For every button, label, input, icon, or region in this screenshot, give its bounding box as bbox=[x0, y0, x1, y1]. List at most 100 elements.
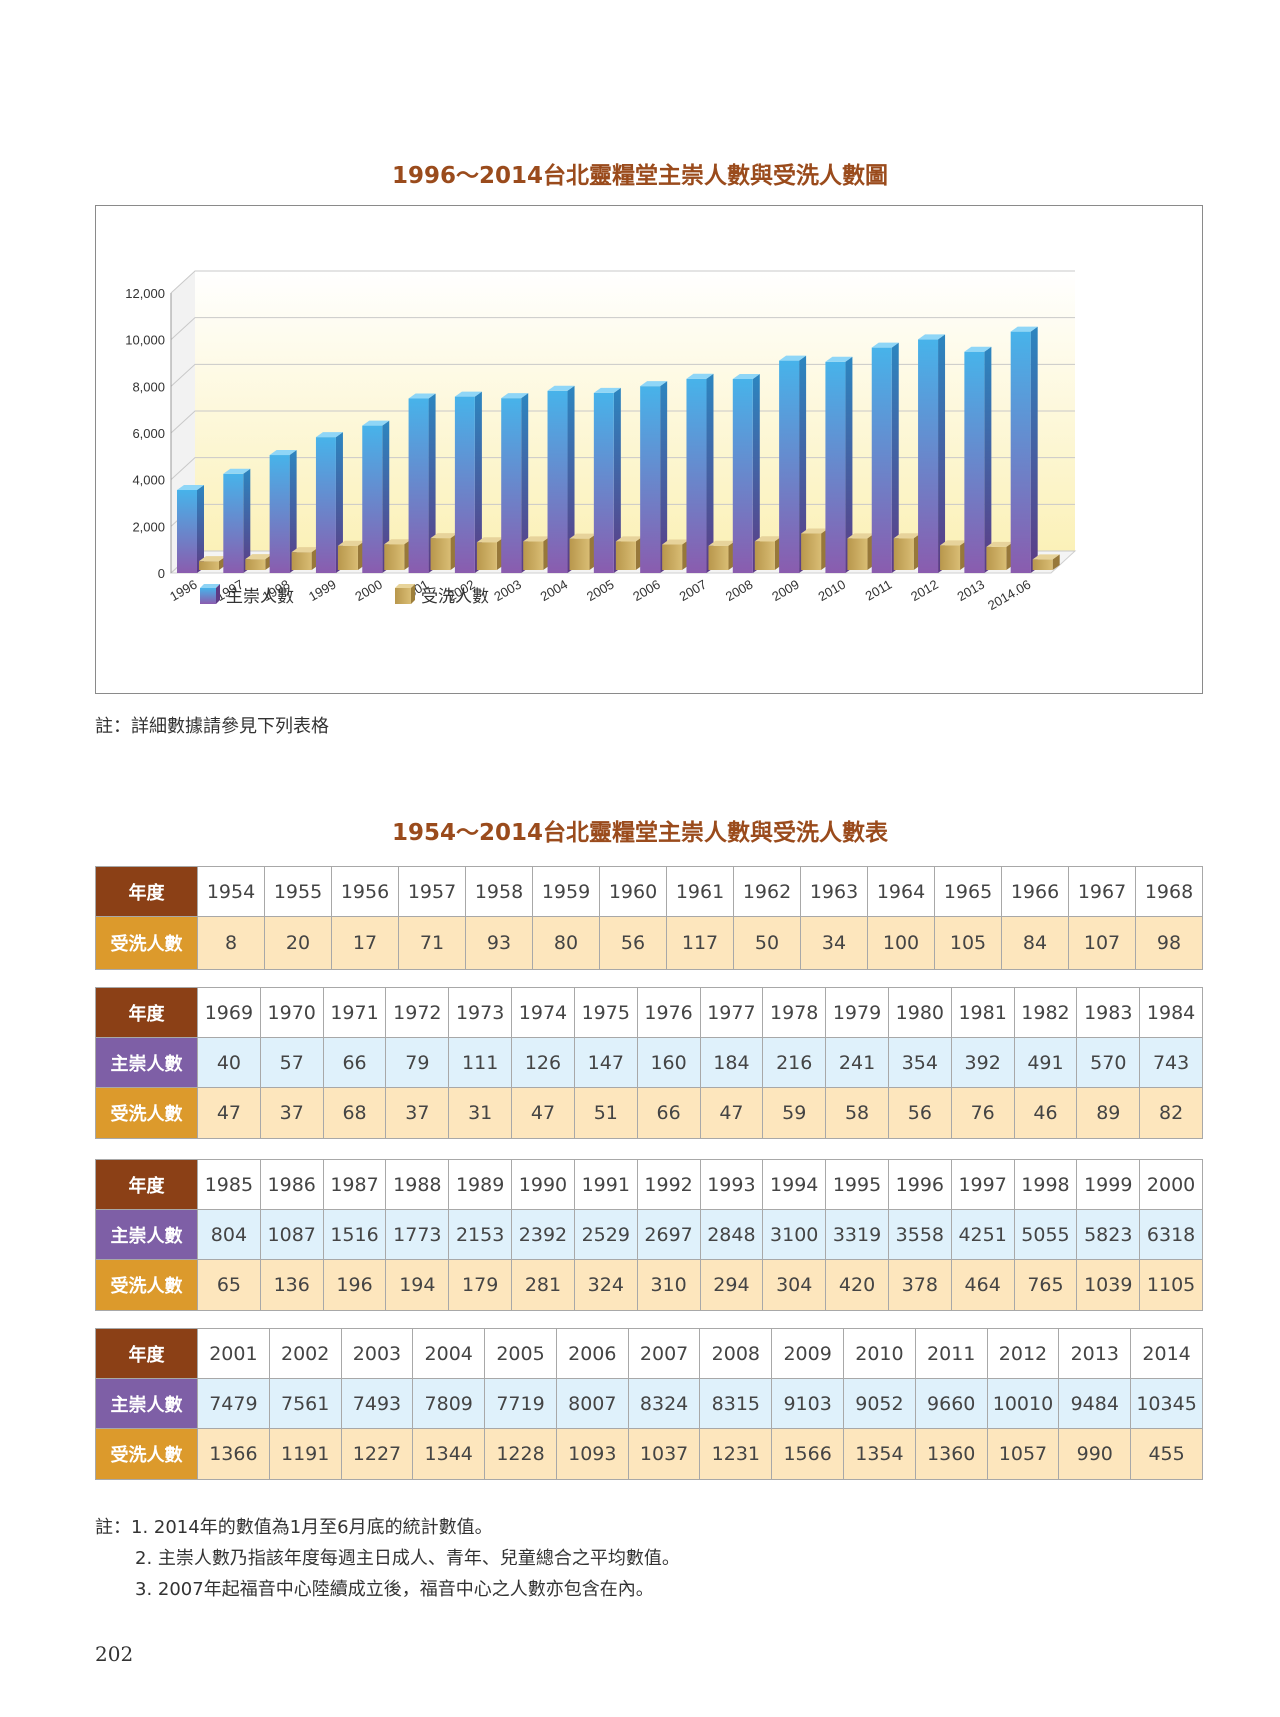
row-label-baptism: 受洗人數 bbox=[95, 916, 198, 970]
worship-cell: 126 bbox=[511, 1037, 575, 1088]
bar-worship-side bbox=[567, 385, 575, 573]
bar-worship bbox=[593, 392, 614, 573]
worship-cell: 2848 bbox=[699, 1209, 764, 1260]
data-table-2001-2014: 年度 2001 2002 2003 2004 2005 2006 2007 20… bbox=[95, 1328, 1203, 1480]
baptism-cell: 378 bbox=[887, 1259, 952, 1311]
year-cell: 1964 bbox=[867, 866, 935, 917]
year-cell: 2004 bbox=[412, 1328, 486, 1379]
bar-worship-side bbox=[197, 484, 204, 573]
worship-cell: 2153 bbox=[448, 1209, 513, 1260]
baptism-cell: 304 bbox=[762, 1259, 827, 1311]
bar-baptism bbox=[337, 545, 358, 570]
year-cell: 1958 bbox=[465, 866, 533, 917]
page-number: 202 bbox=[95, 1642, 134, 1666]
bar-worship bbox=[918, 339, 939, 573]
y-tick-label: 2,000 bbox=[132, 519, 165, 534]
chart-frame: 0 2,000 4,000 6,000 8,000 10,000 12,000 1996 199… bbox=[95, 205, 1203, 694]
baptism-cell: 65 bbox=[197, 1259, 261, 1311]
baptism-cell: 1360 bbox=[914, 1428, 988, 1480]
baptism-cell: 93 bbox=[465, 916, 533, 970]
worship-cell: 1773 bbox=[385, 1209, 450, 1260]
baptism-cell: 1105 bbox=[1139, 1259, 1203, 1311]
year-cell: 2002 bbox=[268, 1328, 342, 1379]
year-cell: 1982 bbox=[1013, 987, 1078, 1038]
year-cell: 1965 bbox=[934, 866, 1002, 917]
bar-worship bbox=[501, 398, 522, 573]
worship-cell: 9660 bbox=[914, 1378, 988, 1429]
baptism-cell: 84 bbox=[1001, 916, 1069, 970]
footnote-1: 註：1. 2014年的數值為1月至6月底的統計數值。 bbox=[95, 1512, 680, 1543]
legend-swatch-baptism-icon bbox=[395, 588, 411, 604]
table-row-baptism: 受洗人數 1366 1191 1227 1344 1228 1093 1037 … bbox=[95, 1428, 1203, 1480]
year-cell: 1961 bbox=[666, 866, 734, 917]
row-label-baptism: 受洗人數 bbox=[95, 1428, 198, 1480]
baptism-cell: 98 bbox=[1135, 916, 1203, 970]
bar-worship-side bbox=[428, 393, 436, 573]
bar-worship-top bbox=[315, 432, 343, 438]
year-cell: 2005 bbox=[484, 1328, 557, 1379]
bar-worship-side bbox=[382, 420, 390, 573]
year-cell: 1993 bbox=[699, 1159, 764, 1210]
table-row-year: 年度 1969 1970 1971 1972 1973 1974 1975 19… bbox=[95, 987, 1203, 1038]
table-row-year: 年度 2001 2002 2003 2004 2005 2006 2007 20… bbox=[95, 1328, 1203, 1379]
year-cell: 1984 bbox=[1139, 987, 1203, 1038]
worship-cell: 147 bbox=[573, 1037, 638, 1088]
y-tick-label: 4,000 bbox=[132, 473, 165, 488]
table-row-baptism: 受洗人數 47 37 68 37 31 47 51 66 47 59 58 56… bbox=[95, 1087, 1203, 1139]
bar-worship bbox=[177, 489, 197, 573]
footnote-text: 1. 2014年的數值為1月至6月底的統計數值。 bbox=[131, 1517, 493, 1538]
year-cell: 1983 bbox=[1076, 987, 1141, 1038]
bar-worship-top bbox=[918, 334, 946, 340]
legend-swatch-worship-side bbox=[216, 584, 220, 604]
bar-baptism-top bbox=[1032, 554, 1060, 560]
bar-baptism-top bbox=[245, 554, 273, 560]
baptism-cell: 281 bbox=[511, 1259, 575, 1311]
legend-label-baptism: 受洗人數 bbox=[421, 587, 489, 607]
footnotes: 註：1. 2014年的數值為1月至6月底的統計數值。 2. 主崇人數乃指該年度每… bbox=[95, 1512, 680, 1605]
x-tick-label: 2009 bbox=[769, 577, 802, 604]
bar-baptism-top bbox=[847, 533, 875, 539]
year-cell: 1957 bbox=[398, 866, 466, 917]
baptism-cell: 71 bbox=[398, 916, 466, 970]
worship-cell: 241 bbox=[825, 1037, 889, 1088]
baptism-cell: 76 bbox=[950, 1087, 1015, 1139]
bar-worship bbox=[686, 378, 707, 573]
row-label-year: 年度 bbox=[95, 1328, 198, 1379]
legend-swatch-baptism-side bbox=[411, 584, 415, 604]
row-label-worship: 主崇人數 bbox=[95, 1378, 198, 1429]
bar-baptism-side bbox=[1052, 554, 1060, 570]
year-cell: 1994 bbox=[762, 1159, 827, 1210]
year-cell: 1988 bbox=[385, 1159, 450, 1210]
baptism-cell: 89 bbox=[1076, 1087, 1141, 1139]
baptism-cell: 66 bbox=[636, 1087, 701, 1139]
worship-cell: 7809 bbox=[412, 1378, 486, 1429]
bar-worship-side bbox=[984, 346, 992, 573]
bar-baptism-top bbox=[199, 556, 226, 562]
baptism-cell: 1037 bbox=[627, 1428, 701, 1480]
year-cell: 2001 bbox=[197, 1328, 270, 1379]
year-cell: 1976 bbox=[636, 987, 701, 1038]
baptism-cell: 310 bbox=[636, 1259, 701, 1311]
baptism-cell: 105 bbox=[934, 916, 1002, 970]
bar-worship bbox=[547, 390, 568, 573]
worship-cell: 743 bbox=[1139, 1037, 1203, 1088]
x-tick-label: 2008 bbox=[723, 577, 756, 604]
gridline bbox=[170, 270, 1075, 294]
year-cell: 1960 bbox=[599, 866, 667, 917]
table-row-worship: 主崇人數 804 1087 1516 1773 2153 2392 2529 2… bbox=[95, 1209, 1203, 1260]
year-cell: 1969 bbox=[197, 987, 261, 1038]
bar-worship-top bbox=[362, 420, 390, 426]
baptism-cell: 420 bbox=[825, 1259, 889, 1311]
bar-worship bbox=[964, 351, 985, 573]
bar-worship-side bbox=[938, 334, 946, 573]
year-cell: 1981 bbox=[950, 987, 1015, 1038]
bar-worship-top bbox=[593, 387, 621, 393]
worship-cell: 3100 bbox=[762, 1209, 827, 1260]
baptism-cell: 50 bbox=[733, 916, 801, 970]
bar-worship bbox=[779, 360, 800, 573]
worship-cell: 9484 bbox=[1058, 1378, 1132, 1429]
bar-baptism bbox=[1032, 559, 1053, 570]
bar-baptism bbox=[801, 533, 822, 570]
baptism-cell: 196 bbox=[322, 1259, 387, 1311]
bar-worship bbox=[362, 425, 383, 573]
